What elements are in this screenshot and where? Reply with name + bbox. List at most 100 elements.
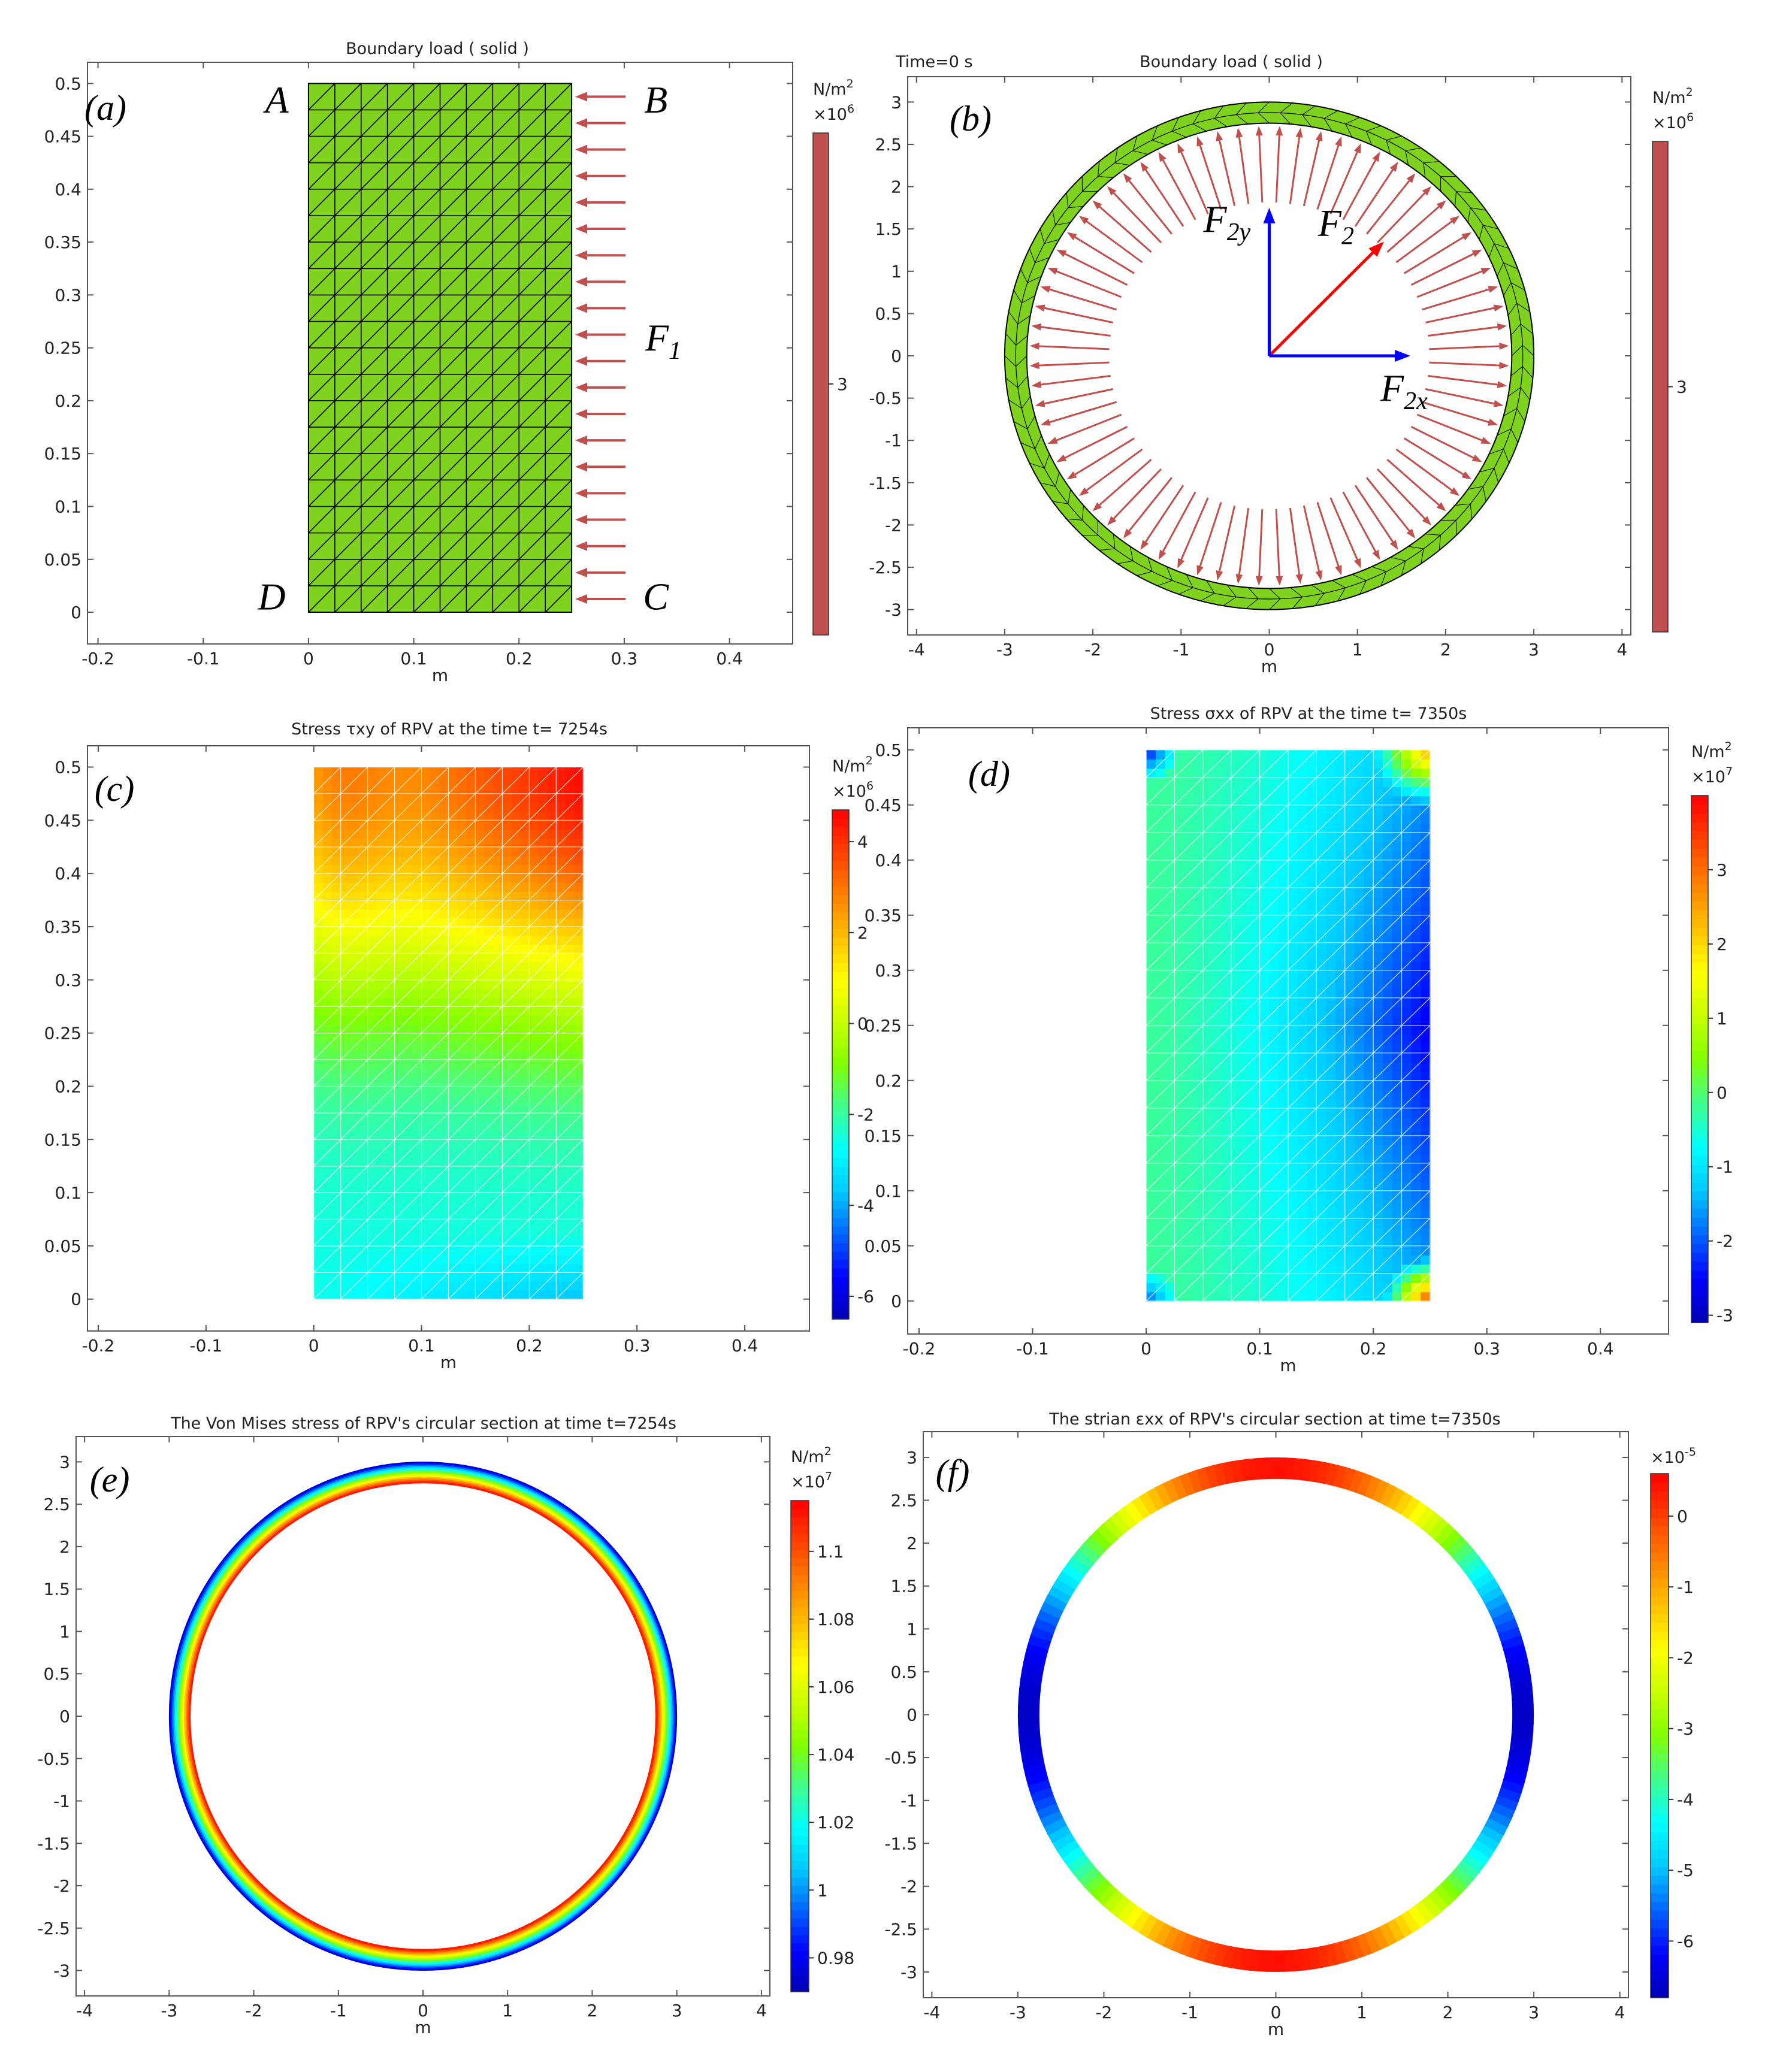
field-cell	[1231, 787, 1241, 797]
field-cell	[565, 979, 575, 990]
field-cell	[511, 918, 521, 927]
mesh-diagonal	[340, 1033, 368, 1060]
field-cell	[367, 962, 377, 972]
field-cell	[394, 1193, 404, 1202]
field-cell	[502, 793, 512, 803]
x-tick-label: -0.1	[1016, 1339, 1049, 1359]
field-cell	[1307, 1154, 1317, 1164]
field-cell	[1392, 906, 1403, 916]
mesh-diagonal	[334, 136, 362, 164]
x-tick-label: -3	[996, 640, 1013, 660]
field-cell	[1146, 1163, 1156, 1173]
field-cell	[1354, 851, 1365, 861]
field-cell	[448, 900, 458, 910]
colorbar-step	[1691, 1217, 1708, 1227]
field-cell	[439, 1121, 449, 1132]
field-cell	[358, 891, 368, 901]
mesh-diagonal	[492, 506, 519, 534]
load-arrow-head	[575, 382, 588, 392]
field-cell	[511, 1077, 521, 1087]
field-cell	[1326, 1135, 1336, 1145]
pressure-arrow-head	[1471, 454, 1482, 462]
field-cell	[1202, 1035, 1213, 1045]
field-cell	[1392, 961, 1403, 971]
field-cell	[1250, 1209, 1261, 1219]
field-cell	[1174, 1255, 1185, 1265]
field-cell	[457, 1184, 467, 1193]
x-tick-label: -0.2	[82, 1336, 115, 1356]
field-cell	[439, 882, 449, 892]
field-cell	[1231, 777, 1241, 787]
field-cell	[457, 1112, 467, 1123]
field-cell	[1202, 915, 1213, 925]
field-cell	[1250, 1062, 1261, 1072]
field-cell	[1421, 851, 1431, 861]
y-tick-label: 0.5	[875, 304, 902, 323]
field-cell	[1326, 1181, 1336, 1191]
field-cell	[1222, 1264, 1232, 1274]
field-cell	[1401, 860, 1412, 870]
field-cell	[1174, 1282, 1185, 1293]
field-cell	[511, 793, 521, 803]
field-cell	[439, 802, 449, 812]
field-cell	[313, 988, 324, 999]
field-cell	[529, 1228, 539, 1238]
vector-label-F2: F2	[1317, 201, 1354, 250]
field-cell	[331, 891, 342, 901]
vector-F2-head	[1368, 241, 1384, 257]
field-cell	[358, 1068, 368, 1078]
field-cell	[547, 1228, 557, 1238]
field-cell	[1335, 1154, 1346, 1164]
field-cell	[349, 1219, 359, 1229]
pressure-arrow-shaft	[1395, 220, 1453, 264]
field-cell	[1250, 1071, 1261, 1081]
field-cell	[1373, 1282, 1383, 1293]
mesh-diagonal	[448, 900, 476, 927]
field-cell	[1212, 768, 1223, 778]
field-cell	[1411, 804, 1421, 815]
colorbar-step	[832, 1285, 849, 1294]
field-cell	[511, 1006, 521, 1016]
field-cell	[349, 1263, 359, 1274]
mesh-diagonal	[492, 189, 519, 216]
mesh-diagonal	[545, 215, 572, 243]
field-cell	[1382, 906, 1393, 916]
field-cell	[502, 988, 512, 999]
field-cell	[1316, 804, 1326, 815]
field-cell	[565, 1184, 575, 1193]
colorbar-step	[1691, 927, 1708, 937]
colorbar-step	[1691, 1059, 1708, 1069]
ring-mesh-edge	[1425, 533, 1441, 550]
field-cell	[484, 1033, 494, 1043]
pressure-arrow-head	[1078, 216, 1089, 225]
field-cell	[430, 1006, 440, 1016]
field-cell	[1241, 832, 1251, 842]
field-cell	[1174, 1117, 1185, 1127]
field-cell	[1241, 1273, 1251, 1283]
field-cell	[511, 1290, 521, 1300]
field-cell	[466, 802, 476, 812]
y-tick-label: -0.5	[869, 389, 902, 409]
pressure-arrow-shaft	[1354, 485, 1395, 544]
field-cell	[565, 820, 575, 830]
mesh-diagonal	[448, 767, 476, 794]
field-cell	[1146, 1190, 1156, 1200]
pressure-arrow-shaft	[1429, 345, 1501, 350]
field-cell	[1193, 1291, 1204, 1302]
field-cell	[574, 935, 584, 945]
field-cell	[502, 1219, 512, 1229]
field-cell	[538, 1006, 548, 1016]
field-cell	[574, 997, 584, 1008]
field-cell	[484, 1077, 494, 1087]
field-cell	[457, 1130, 467, 1141]
field-cell	[385, 802, 395, 812]
field-cell	[1279, 1062, 1289, 1072]
field-cell	[421, 1095, 431, 1105]
field-cell	[322, 979, 333, 990]
field-cell	[394, 873, 404, 883]
field-cell	[313, 1095, 324, 1105]
field-cell	[547, 1077, 557, 1087]
colorbar-step	[1691, 988, 1708, 999]
field-cell	[565, 811, 575, 821]
